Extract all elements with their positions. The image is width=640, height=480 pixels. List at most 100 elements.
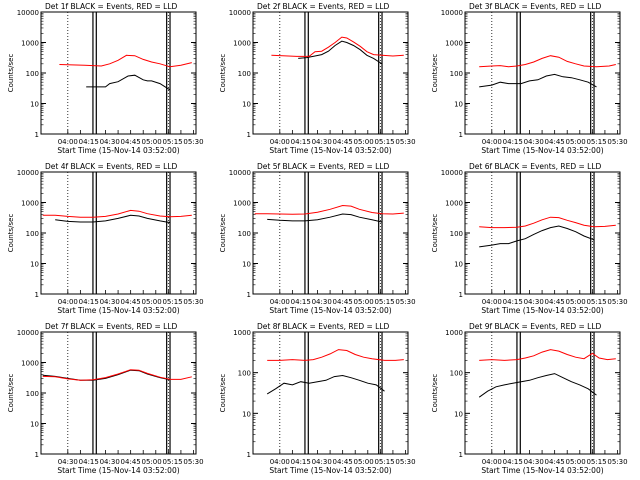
events-series-line xyxy=(479,73,597,88)
x-tick-label: 05:30 xyxy=(607,138,627,146)
panel-title: Det 2f BLACK = Events, RED = LLD xyxy=(257,2,390,11)
x-tick-label: 04:15 xyxy=(291,458,311,466)
x-axis-label: Start Time (15-Nov-14 03:52:00) xyxy=(481,306,603,315)
y-axis-label: Counts/sec xyxy=(7,374,15,413)
plot-frame xyxy=(252,171,409,295)
x-tick-label: 04:00 xyxy=(270,298,290,306)
x-axis-label: Start Time (15-Nov-14 03:52:00) xyxy=(481,146,603,155)
x-tick-label: 04:00 xyxy=(58,138,78,146)
panel-title: Det 7f BLACK = Events, RED = LLD xyxy=(45,322,178,331)
y-axis-label: Counts/sec xyxy=(431,374,439,413)
x-axis-label: Start Time (15-Nov-14 03:52:00) xyxy=(269,306,391,315)
x-tick-label: 05:00 xyxy=(354,298,374,306)
x-tick-label: 05:15 xyxy=(162,298,182,306)
x-axis-label: Start Time (15-Nov-14 03:52:00) xyxy=(269,146,391,155)
y-tick-label: 1000 xyxy=(21,200,39,208)
y-tick-label: 1 xyxy=(247,131,251,139)
y-tick-label: 1 xyxy=(35,451,39,459)
y-tick-label: 100 xyxy=(450,70,463,78)
plot-frame xyxy=(252,11,409,135)
x-tick-label: 05:30 xyxy=(607,458,627,466)
lld-series-line xyxy=(42,209,192,218)
x-tick-label: 04:15 xyxy=(79,458,99,466)
x-tick-label: 04:15 xyxy=(503,458,523,466)
x-tick-label: 04:15 xyxy=(79,298,99,306)
x-tick-label: 04:45 xyxy=(121,298,141,306)
x-tick-label: 04:45 xyxy=(333,138,353,146)
y-axis-label: Counts/sec xyxy=(431,54,439,93)
x-tick-label: 04:00 xyxy=(270,138,290,146)
x-tick-label: 04:30 xyxy=(312,458,332,466)
x-tick-label: 05:00 xyxy=(566,458,586,466)
x-tick-label: 05:00 xyxy=(566,138,586,146)
y-tick-label: 1 xyxy=(459,131,463,139)
x-tick-label: 05:30 xyxy=(183,458,203,466)
x-tick-label: 05:30 xyxy=(607,298,627,306)
x-tick-label: 04:45 xyxy=(545,138,565,146)
panel-title: Det 9f BLACK = Events, RED = LLD xyxy=(469,322,602,331)
y-tick-label: 10 xyxy=(30,421,39,429)
lld-series-line xyxy=(59,54,192,68)
x-axis-label: Start Time (15-Nov-14 03:52:00) xyxy=(57,306,179,315)
x-tick-label: 05:30 xyxy=(183,138,203,146)
y-tick-label: 10000 xyxy=(17,169,39,177)
y-tick-label: 100 xyxy=(238,370,251,378)
y-tick-label: 1 xyxy=(459,451,463,459)
x-tick-label: 05:00 xyxy=(142,458,162,466)
lld-series-line xyxy=(267,349,404,361)
x-tick-label: 04:30 xyxy=(524,458,544,466)
panel-title: Det 4f BLACK = Events, RED = LLD xyxy=(45,162,178,171)
y-tick-label: 10 xyxy=(242,261,251,269)
x-tick-label: 04:15 xyxy=(503,138,523,146)
y-tick-label: 1 xyxy=(35,291,39,299)
x-tick-label: 04:45 xyxy=(121,138,141,146)
x-tick-label: 04:45 xyxy=(545,298,565,306)
y-tick-label: 10 xyxy=(30,101,39,109)
x-axis-label: Start Time (15-Nov-14 03:52:00) xyxy=(481,466,603,475)
y-tick-label: 1000 xyxy=(233,329,251,337)
y-tick-label: 100 xyxy=(450,370,463,378)
x-tick-label: 04:45 xyxy=(333,458,353,466)
x-tick-label: 04:45 xyxy=(545,458,565,466)
events-series-line xyxy=(266,374,385,395)
x-tick-label: 05:30 xyxy=(395,138,415,146)
lld-series-line xyxy=(271,36,404,57)
y-tick-label: 10 xyxy=(454,101,463,109)
x-tick-label: 04:00 xyxy=(270,458,290,466)
y-tick-label: 1 xyxy=(35,131,39,139)
x-axis-label: Start Time (15-Nov-14 03:52:00) xyxy=(57,466,179,475)
events-series-line xyxy=(86,74,171,91)
x-tick-label: 04:15 xyxy=(503,298,523,306)
y-tick-label: 1000 xyxy=(233,40,251,48)
x-tick-label: 05:30 xyxy=(183,298,203,306)
events-series-line xyxy=(267,213,383,223)
y-tick-label: 1 xyxy=(459,291,463,299)
x-tick-label: 05:30 xyxy=(395,298,415,306)
y-tick-label: 10000 xyxy=(229,169,251,177)
lld-series-line xyxy=(479,55,616,68)
y-tick-label: 100 xyxy=(26,70,39,78)
panel-title: Det 6f BLACK = Events, RED = LLD xyxy=(469,162,602,171)
y-axis-label: Counts/sec xyxy=(219,374,227,413)
x-tick-label: 04:15 xyxy=(79,138,99,146)
y-tick-label: 1000 xyxy=(233,200,251,208)
y-axis-label: Counts/sec xyxy=(431,214,439,253)
x-tick-label: 05:15 xyxy=(162,138,182,146)
x-tick-label: 05:15 xyxy=(374,298,394,306)
x-tick-label: 05:00 xyxy=(354,138,374,146)
x-tick-label: 05:00 xyxy=(142,298,162,306)
x-tick-label: 05:00 xyxy=(566,298,586,306)
x-axis-label: Start Time (15-Nov-14 03:52:00) xyxy=(269,466,391,475)
x-tick-label: 05:15 xyxy=(586,138,606,146)
plot-frame xyxy=(464,171,621,295)
x-tick-label: 05:15 xyxy=(586,458,606,466)
lld-series-line xyxy=(479,216,616,229)
x-tick-label: 04:30 xyxy=(524,298,544,306)
y-tick-label: 100 xyxy=(238,70,251,78)
y-tick-label: 1000 xyxy=(445,329,463,337)
plot-frame xyxy=(464,11,621,135)
y-tick-label: 10 xyxy=(454,410,463,418)
x-tick-label: 04:30 xyxy=(58,458,78,466)
events-series-line xyxy=(42,369,171,381)
